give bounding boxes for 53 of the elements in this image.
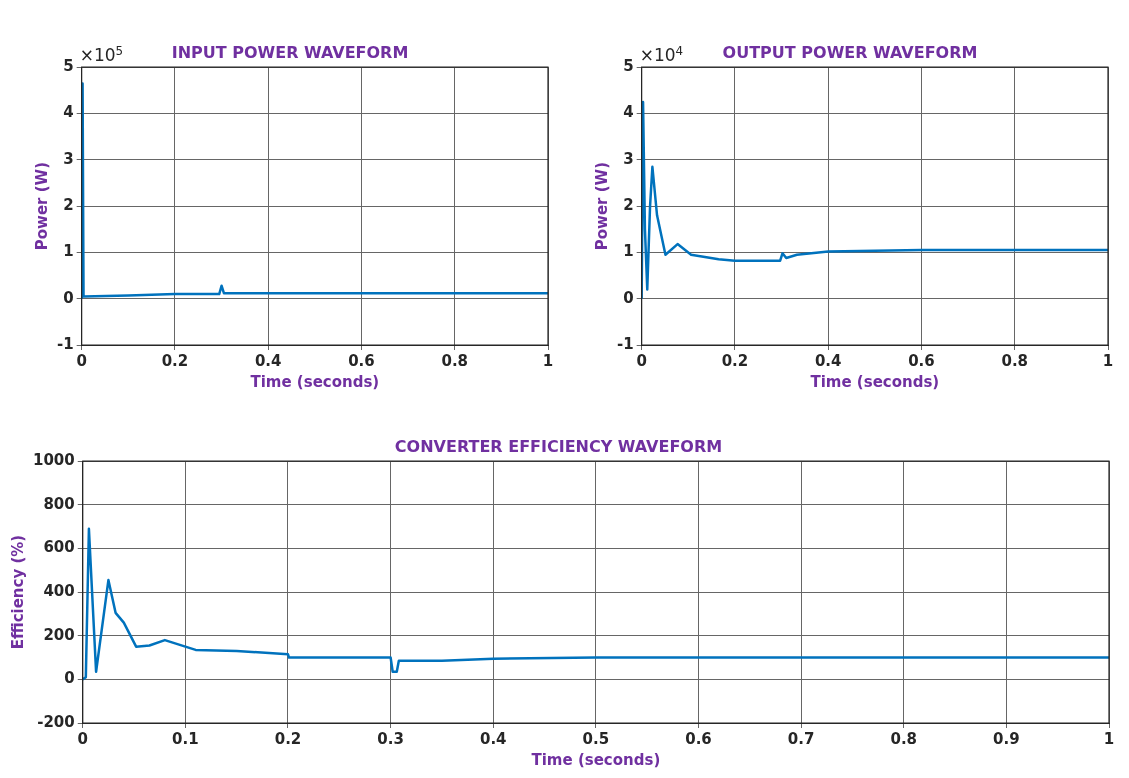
y-tick-label: 0 bbox=[623, 288, 634, 307]
x-tick-label: 0.6 bbox=[348, 351, 375, 370]
y-axis-title: Power (W) bbox=[32, 161, 51, 251]
y-tick-label: 800 bbox=[43, 494, 75, 513]
y-axis-title: Efficiency (%) bbox=[8, 534, 27, 650]
y-tick-label: 4 bbox=[63, 103, 74, 122]
x-axis-title: Time (seconds) bbox=[531, 750, 661, 769]
y-tick-label: -1 bbox=[56, 334, 74, 353]
x-axis-title: Time (seconds) bbox=[250, 372, 380, 391]
x-axis-title: Time (seconds) bbox=[810, 372, 940, 391]
x-tick-label: 0.2 bbox=[274, 729, 302, 748]
y-tick-label: 1 bbox=[623, 242, 634, 261]
x-tick-label: 0.2 bbox=[721, 351, 749, 370]
y-tick-label: -1 bbox=[616, 334, 634, 353]
y-tick-label: 3 bbox=[63, 149, 74, 168]
y-tick-label: 0 bbox=[64, 669, 75, 688]
y-tick-label: 5 bbox=[623, 57, 634, 76]
y-tick-label: 4 bbox=[623, 103, 634, 122]
y-tick-label: 2 bbox=[623, 195, 634, 214]
x-tick-label: 0.8 bbox=[1001, 351, 1029, 370]
x-tick-label: 0.2 bbox=[161, 351, 189, 370]
x-tick-label: 0.8 bbox=[890, 729, 918, 748]
x-tick-label: 0 bbox=[76, 351, 87, 370]
x-tick-label: 1 bbox=[1103, 729, 1115, 748]
y-tick-label: 2 bbox=[63, 195, 74, 214]
x-tick-label: 0.6 bbox=[685, 729, 712, 748]
chart-title: OUTPUT POWER WAVEFORM bbox=[722, 42, 978, 62]
x-tick-label: 0.6 bbox=[908, 351, 935, 370]
x-tick-label: 0 bbox=[77, 729, 88, 748]
y-tick-label: 600 bbox=[43, 538, 75, 557]
y-tick-label: 1000 bbox=[33, 451, 75, 470]
x-tick-label: 1 bbox=[542, 351, 554, 370]
y-axis-title: Power (W) bbox=[592, 161, 611, 251]
x-tick-label: 1 bbox=[1102, 351, 1114, 370]
y-tick-label: -200 bbox=[37, 712, 75, 731]
x-tick-label: 0.8 bbox=[441, 351, 469, 370]
y-tick-label: 200 bbox=[43, 625, 75, 644]
x-tick-label: 0.1 bbox=[172, 729, 199, 748]
y-tick-label: 3 bbox=[623, 149, 634, 168]
x-tick-label: 0.4 bbox=[254, 351, 282, 370]
x-tick-label: 0.4 bbox=[479, 729, 507, 748]
x-tick-label: 0.9 bbox=[993, 729, 1020, 748]
x-tick-label: 0.7 bbox=[787, 729, 815, 748]
x-tick-label: 0.3 bbox=[377, 729, 404, 748]
chart-title: CONVERTER EFFICIENCY WAVEFORM bbox=[394, 436, 723, 456]
x-tick-label: 0.5 bbox=[582, 729, 610, 748]
x-tick-label: 0 bbox=[636, 351, 647, 370]
y-tick-label: 5 bbox=[63, 57, 74, 76]
y-tick-label: 1 bbox=[63, 242, 74, 261]
y-tick-label: 400 bbox=[43, 581, 75, 600]
y-tick-label: 0 bbox=[63, 288, 74, 307]
x-tick-label: 0.4 bbox=[814, 351, 842, 370]
chart-title: INPUT POWER WAVEFORM bbox=[171, 42, 409, 62]
